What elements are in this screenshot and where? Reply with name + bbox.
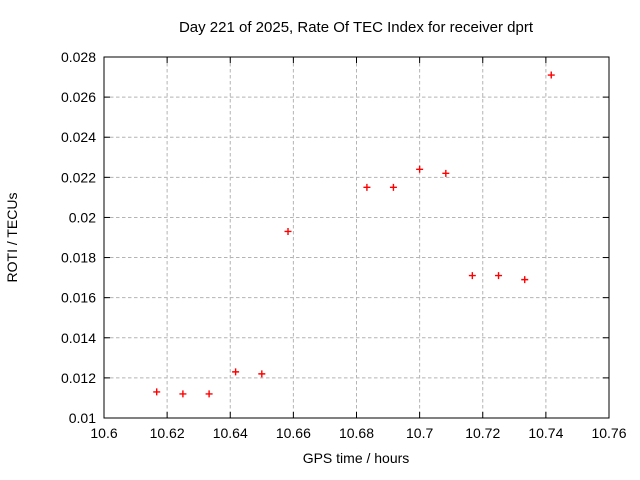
plot-border-and-ticks [103, 56, 610, 419]
x-tick-label: 10.7 [406, 425, 433, 441]
x-tick-label: 10.62 [150, 425, 185, 441]
y-tick-label: 0.018 [61, 250, 96, 266]
data-point-marker [258, 370, 266, 378]
data-point-marker [363, 183, 371, 191]
tick-labels: 10.6 10.62 10.64 10.66 10.68 10.7 10.72 10.74 10… [61, 49, 627, 441]
data-point-marker [153, 388, 161, 396]
data-point-marker [179, 390, 187, 398]
y-tick-label: 0.016 [61, 290, 96, 306]
data-point-marker [521, 276, 529, 284]
x-tick-label: 10.74 [528, 425, 563, 441]
x-axis-label: GPS time / hours [303, 450, 410, 466]
y-tick-label: 0.02 [69, 209, 96, 225]
x-tick-label: 10.72 [465, 425, 500, 441]
y-tick-label: 0.028 [61, 49, 96, 65]
x-tick-label: 10.66 [276, 425, 311, 441]
data-point-marker [416, 165, 424, 173]
data-point-marker [205, 390, 213, 398]
x-tick-label: 10.68 [339, 425, 374, 441]
y-axis-label: ROTI / TECUs [4, 193, 20, 283]
y-tick-label: 0.026 [61, 89, 96, 105]
plot-border [103, 56, 610, 419]
x-tick-label: 10.64 [213, 425, 248, 441]
x-tick-label: 10.76 [591, 425, 626, 441]
y-tick-label: 0.024 [61, 129, 96, 145]
chart-title: Day 221 of 2025, Rate Of TEC Index for r… [179, 19, 534, 36]
data-point-marker [547, 71, 555, 79]
data-point-marker [232, 368, 240, 376]
data-series [153, 71, 555, 398]
data-point-marker [284, 227, 292, 235]
y-tick-label: 0.012 [61, 370, 96, 386]
data-point-marker [468, 272, 476, 280]
data-point-marker [442, 169, 450, 177]
gridlines [104, 57, 609, 418]
x-tick-label: 10.6 [90, 425, 117, 441]
data-point-marker [389, 183, 397, 191]
data-point-marker [495, 272, 503, 280]
y-tick-label: 0.022 [61, 169, 96, 185]
y-tick-label: 0.014 [61, 330, 96, 346]
y-tick-label: 0.01 [69, 410, 96, 426]
